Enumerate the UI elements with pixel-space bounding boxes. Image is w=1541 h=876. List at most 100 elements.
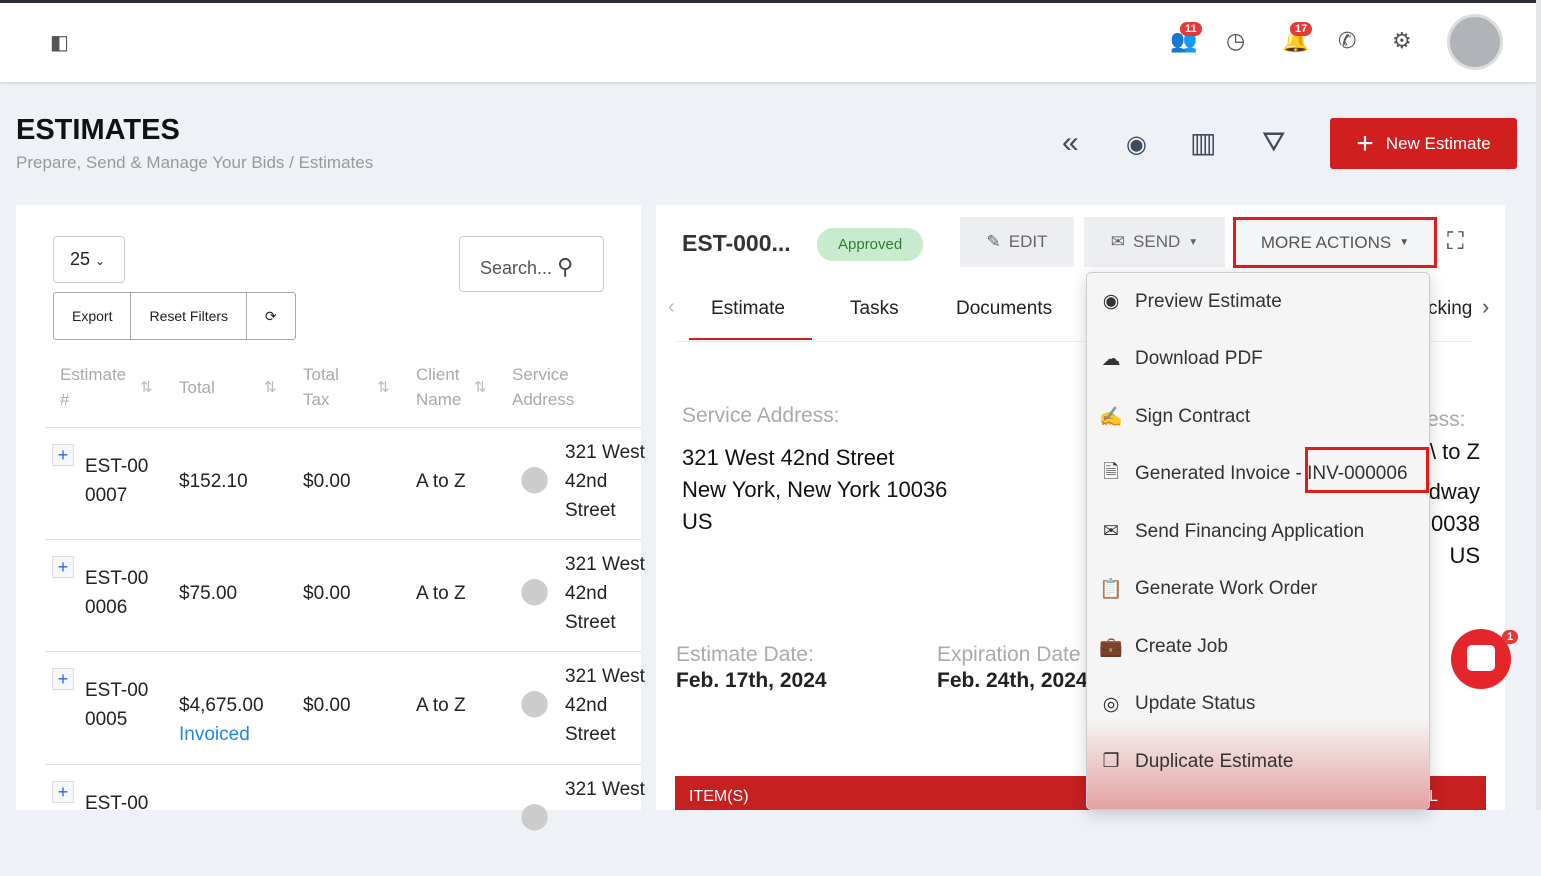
expand-row-icon[interactable]: + (52, 556, 74, 578)
estimate-id: EST-000... (682, 230, 791, 256)
menu-item[interactable]: 💼 Create Job (1087, 618, 1429, 675)
page-size-select[interactable]: 25 ⌄ (53, 236, 125, 283)
estimate-date: Feb. 17th, 2024 (676, 669, 827, 692)
status-icon: ◎ (1102, 693, 1120, 715)
help-icon[interactable]: ⚙ (1392, 28, 1412, 53)
top-bar (0, 0, 1541, 3)
chat-badge: 11 (1180, 22, 1202, 36)
table-row[interactable] (46, 427, 641, 539)
estimate-tax: $0.00 (303, 583, 351, 604)
service-address: 321 West 42nd Street (565, 554, 645, 633)
menu-item[interactable]: ✍ Sign Contract (1087, 388, 1429, 445)
invoice-number[interactable]: INV-000006 (1307, 463, 1408, 484)
page-scrollbar[interactable] (1536, 0, 1541, 810)
sort-icon[interactable]: ⇅ (140, 379, 153, 396)
search-input[interactable]: Search... ⚲ (459, 236, 604, 292)
service-address: 321 West (565, 779, 645, 800)
sidebar-toggle-icon[interactable]: ◧ (50, 32, 69, 54)
signature-icon: ✍ (1099, 406, 1123, 428)
more-actions-menu: ◉ Preview Estimate ☁ Download PDF ✍ Sign Cont… (1086, 272, 1430, 810)
export-button[interactable]: Export (54, 293, 132, 339)
tab-tracking[interactable]: cking (1428, 298, 1473, 319)
invoiced-link[interactable]: Invoiced (179, 724, 250, 745)
list-toolbar: Export Reset Filters ⟳ (53, 292, 296, 340)
total-value: $4,675.00 (179, 695, 264, 716)
tab-tasks[interactable]: Tasks (850, 298, 899, 319)
expiration-date-label: Expiration Date (937, 643, 1081, 666)
address-line: dway (1428, 479, 1480, 504)
avatar[interactable] (1447, 14, 1503, 70)
menu-item[interactable]: ☁ Download PDF (1087, 331, 1429, 388)
reset-filters-button[interactable]: Reset Filters (131, 293, 248, 339)
tab-estimate[interactable]: Estimate (711, 298, 785, 319)
menu-item[interactable]: ◎ Update Status (1087, 676, 1429, 733)
sort-icon[interactable]: ⇅ (474, 379, 487, 396)
estimate-date-label: Estimate Date: (676, 643, 814, 666)
estimate-number[interactable]: EST-00 0005 (85, 680, 149, 730)
new-estimate-button[interactable]: + New Estimate (1330, 118, 1517, 169)
tabs-divider (675, 341, 1472, 342)
tabs-prev-icon[interactable]: ‹ (668, 296, 675, 318)
chat-widget-button[interactable] (1451, 629, 1511, 689)
map-pin-icon[interactable]: ⬤ (520, 575, 550, 605)
estimate-number[interactable]: EST-00 0006 (85, 568, 149, 618)
column-total-tax[interactable]: Total Tax (303, 365, 339, 409)
address-line: US (1449, 543, 1480, 568)
pencil-icon: ✎ (986, 232, 1001, 251)
menu-item[interactable]: ◉ Preview Estimate (1087, 273, 1429, 330)
map-pin-icon[interactable]: ⬤ (520, 687, 550, 717)
chart-icon[interactable]: ▥ (1190, 127, 1217, 158)
menu-item[interactable]: 📋 Generate Work Order (1087, 561, 1429, 618)
plus-icon: + (1356, 126, 1374, 160)
page-subtitle: Prepare, Send & Manage Your Bids / Estim… (16, 153, 374, 172)
filter-icon[interactable]: ⛛ (1262, 126, 1286, 157)
envelope-icon: ✉ (1103, 521, 1119, 542)
sort-icon[interactable]: ⇅ (264, 379, 277, 396)
menu-item[interactable]: ❐ Duplicate Estimate (1087, 733, 1429, 790)
estimates-list-panel (16, 205, 641, 810)
expand-row-icon[interactable]: + (52, 444, 74, 466)
table-row[interactable] (46, 764, 641, 876)
menu-item[interactable]: ✉ Send Financing Application (1087, 503, 1429, 560)
column-estimate[interactable]: Estimate # (60, 365, 127, 409)
column-total[interactable]: Total (179, 378, 215, 397)
client-name: A to Z (416, 695, 466, 716)
expand-row-icon[interactable]: + (52, 781, 74, 803)
map-pin-icon[interactable]: ⬤ (520, 463, 550, 493)
estimate-number[interactable]: EST-00 (85, 793, 149, 814)
clock-icon[interactable]: ◷ (1226, 28, 1246, 53)
table-row[interactable] (46, 651, 641, 763)
phone-icon[interactable]: ✆ (1338, 28, 1357, 53)
column-client-name[interactable]: Client Name (416, 365, 462, 409)
send-button[interactable]: ✉ SEND ▼ (1084, 217, 1225, 267)
client-name: A to Z (416, 471, 466, 492)
more-actions-button[interactable]: MORE ACTIONS ▼ (1233, 217, 1437, 268)
tabs-next-icon[interactable]: › (1482, 294, 1490, 319)
expand-row-icon[interactable]: + (52, 668, 74, 690)
app-header (0, 3, 1536, 82)
address-line: 321 West 42nd Street (682, 445, 895, 470)
search-icon: ⚲ (557, 254, 574, 279)
tab-documents[interactable]: Documents (956, 298, 1053, 319)
invoice-icon: 🗎 (1103, 462, 1119, 483)
service-address: 321 West 42nd Street (565, 666, 645, 745)
table-row[interactable] (46, 539, 641, 651)
service-address-label: Service Address: (682, 404, 840, 427)
sort-icon[interactable]: ⇅ (377, 379, 390, 396)
address-line: US (682, 509, 713, 534)
active-tab-indicator (689, 338, 812, 340)
service-address: 321 West 42nd Street (565, 442, 645, 521)
column-service-address[interactable]: Service Address (512, 365, 575, 409)
page-title: ESTIMATES (16, 114, 180, 146)
chat-widget-badge: 1 (1502, 630, 1519, 644)
estimate-number[interactable]: EST-00 0007 (85, 456, 149, 506)
fullscreen-icon[interactable]: ⛶ (1447, 228, 1464, 255)
refresh-icon[interactable]: ⟳ (265, 308, 277, 324)
eye-icon[interactable]: ◉ (1126, 131, 1147, 158)
map-pin-icon[interactable]: ⬤ (520, 800, 550, 830)
menu-item[interactable]: 🗎 Generated Invoice - INV-000006 (1087, 446, 1429, 503)
notification-badge: 17 (1290, 22, 1313, 36)
edit-button[interactable]: ✎ EDIT (960, 217, 1074, 267)
eye-icon: ◉ (1102, 291, 1120, 312)
collapse-icon[interactable]: « (1062, 126, 1079, 159)
